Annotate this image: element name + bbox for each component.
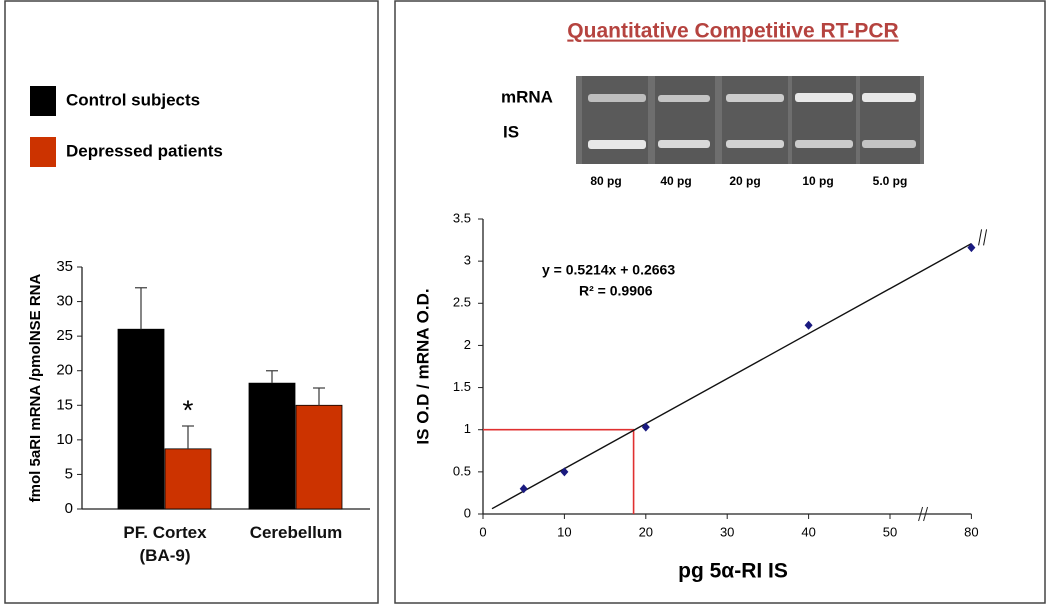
gel-lane-label: 80 pg [590, 174, 621, 188]
legend-swatch [30, 86, 56, 116]
error-bar [313, 387, 325, 406]
y-tick-label: 35 [56, 258, 73, 275]
x-tick-label: PF. Cortex (BA-9) [123, 523, 207, 565]
y-axis-label: fmol 5aRI mRNA /pmolNSE RNA [27, 274, 44, 503]
gel-lane-label: 40 pg [660, 174, 691, 188]
y-tick-label: 2.5 [453, 295, 471, 310]
gel-row-label: mRNA [501, 87, 553, 106]
bar [248, 382, 296, 510]
right-panel [394, 0, 1046, 604]
y-tick-label: 1 [464, 421, 471, 436]
gel-lane-label: 5.0 pg [873, 174, 908, 188]
bar [117, 328, 165, 510]
y-tick-label: 0.5 [453, 463, 471, 478]
error-bar [266, 370, 278, 384]
x-tick-label: 80 [964, 524, 978, 539]
r-squared: R² = 0.9906 [579, 283, 653, 299]
bar [164, 448, 212, 510]
bar [295, 404, 343, 510]
y-tick-label: 20 [56, 362, 73, 379]
y-tick-label: 1.5 [453, 379, 471, 394]
y-tick-label: 0 [464, 505, 471, 520]
x-tick-label: Cerebellum [249, 523, 343, 542]
annotation: * [183, 394, 194, 425]
point [641, 422, 650, 432]
left-panel [4, 0, 379, 604]
y-tick-label: 30 [56, 293, 73, 310]
point [804, 320, 813, 330]
x-axis-label: pg 5α-RI IS [678, 560, 788, 583]
y-tick-label: 10 [56, 431, 73, 448]
gel-row-label: IS [503, 122, 519, 141]
y-tick-label: 15 [56, 396, 73, 413]
legend-label: Depressed patients [66, 141, 223, 160]
equation: y = 0.5214x + 0.2663 [542, 262, 675, 278]
point [967, 243, 976, 253]
y-tick-label: 3.5 [453, 210, 471, 225]
point [560, 467, 569, 477]
line-break [978, 229, 988, 246]
gel-lane-label: 10 pg [802, 174, 833, 188]
x-tick-label: 40 [801, 524, 815, 539]
legend-swatch [30, 137, 56, 167]
y-axis-label: IS O.D / mRNA O.D. [413, 288, 432, 444]
x-tick-label: 50 [883, 524, 897, 539]
y-tick-label: 2 [464, 337, 471, 352]
x-tick-label: 20 [639, 524, 653, 539]
x-tick-label: 10 [557, 524, 571, 539]
error-bar [182, 425, 194, 449]
gel-image [576, 76, 924, 164]
x-tick-label: 0 [479, 524, 486, 539]
y-tick-label: 3 [464, 253, 471, 268]
y-tick-label: 25 [56, 327, 73, 344]
axis-break [918, 506, 929, 522]
y-tick-label: 0 [65, 500, 73, 517]
error-bar [135, 287, 147, 330]
point [519, 484, 528, 494]
x-tick-label: 30 [720, 524, 734, 539]
chart-title: Quantitative Competitive RT-PCR [567, 20, 898, 43]
trend-line [491, 242, 972, 510]
y-tick-label: 5 [65, 465, 73, 482]
legend-label: Control subjects [66, 90, 200, 109]
gel-lane-label: 20 pg [729, 174, 760, 188]
